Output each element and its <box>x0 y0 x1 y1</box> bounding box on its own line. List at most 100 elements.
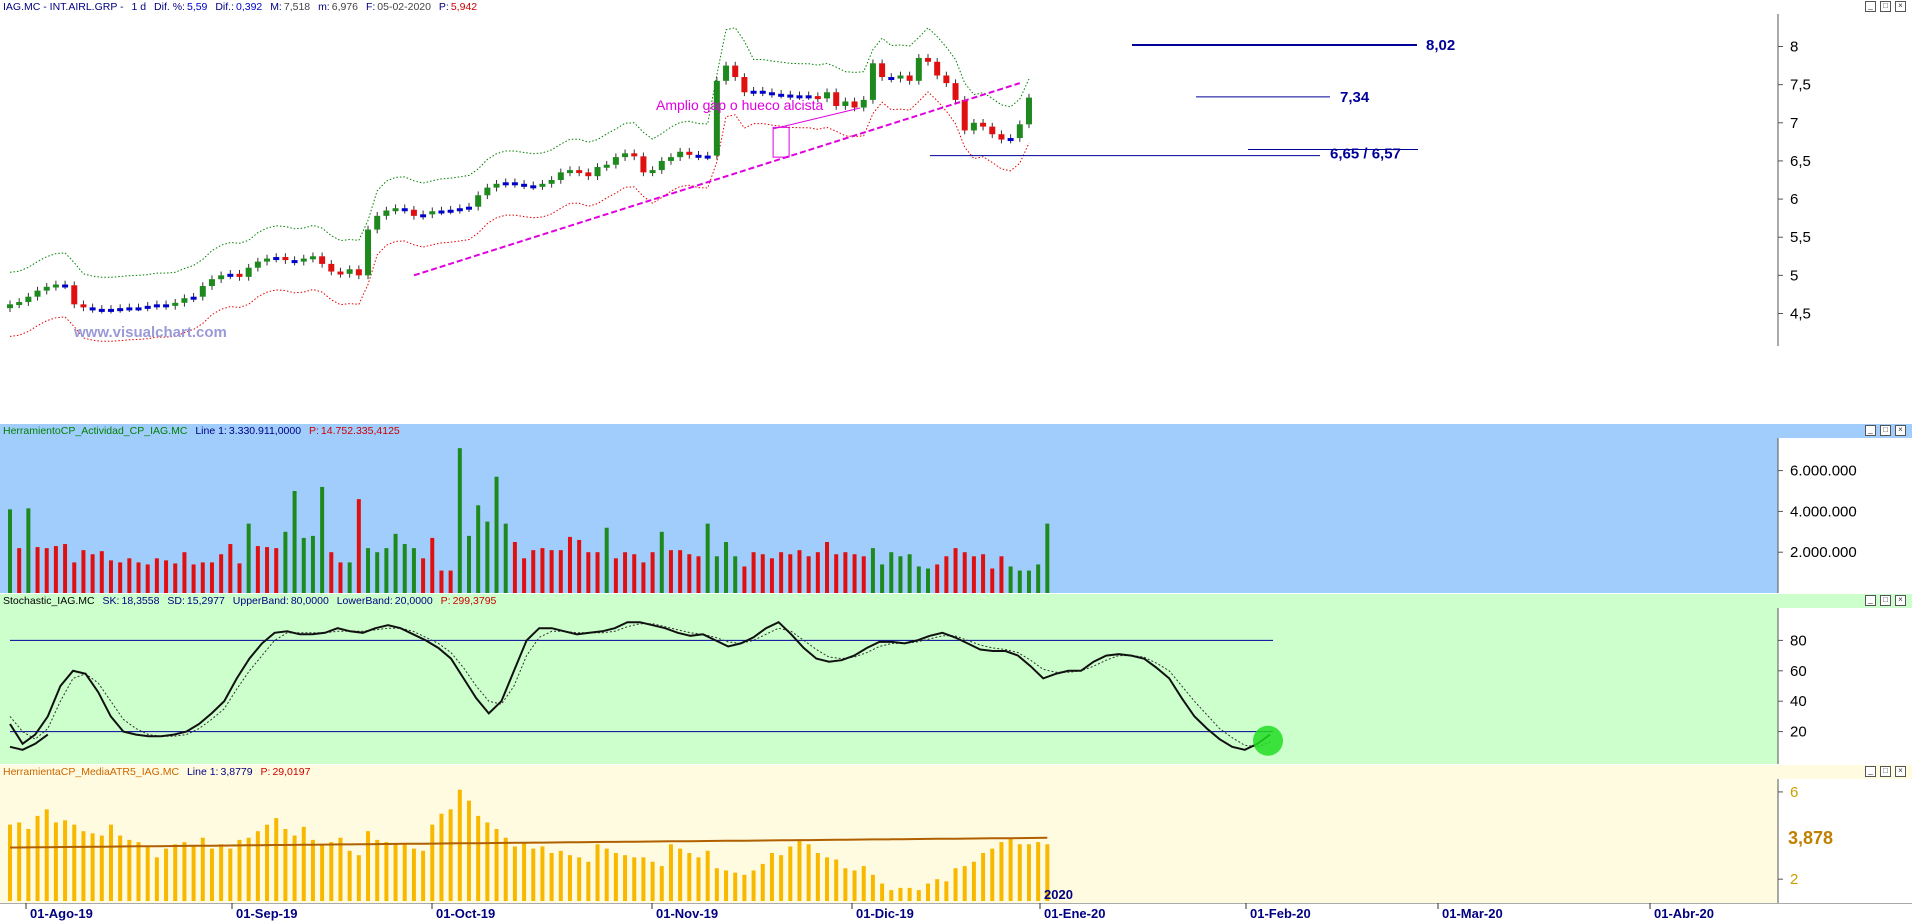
atr-chart[interactable]: 6 2 3,878 2020 <box>0 765 1912 903</box>
volume-bar <box>705 523 710 593</box>
y-tick-label: 5,5 <box>1790 229 1811 246</box>
candle <box>989 126 996 135</box>
volume-bar <box>283 531 288 593</box>
price-header: IAG.MC - INT.AIRL.GRP - 1 d Dif. %: 5,59 … <box>0 0 1912 14</box>
candle <box>245 267 252 277</box>
lb-label: LowerBand: <box>336 595 393 607</box>
candle <box>374 215 381 230</box>
candle <box>43 286 50 291</box>
maximize-icon[interactable]: □ <box>1880 766 1891 777</box>
candle <box>787 94 794 98</box>
candle <box>25 296 32 303</box>
maximize-icon[interactable]: □ <box>1880 1 1891 12</box>
close-icon[interactable]: × <box>1895 766 1906 777</box>
atr-bar <box>26 829 31 901</box>
volume-chart[interactable]: 6.000.000 4.000.000 2.000.000 <box>0 424 1912 593</box>
y-tick-label: 7 <box>1790 115 1798 132</box>
atr-bar <box>916 890 921 901</box>
x-tick-label: 01-Sep-19 <box>236 906 297 921</box>
candle <box>218 275 225 280</box>
candle <box>851 101 858 108</box>
volume-bar <box>26 508 31 593</box>
candle <box>199 286 206 297</box>
ticker-label: IAG.MC - INT.AIRL.GRP - <box>3 1 124 13</box>
candle <box>401 208 408 212</box>
atr-bar <box>448 809 453 901</box>
volume-bar <box>815 552 820 593</box>
volume-bar <box>494 476 499 593</box>
atr-panel: HerramientaCP_MediaATR5_IAG.MC Line 1: 3,… <box>0 765 1912 903</box>
volume-bar <box>375 552 380 593</box>
atr-bar <box>898 887 903 901</box>
volume-bar <box>209 562 214 593</box>
candle <box>649 170 656 174</box>
atr-bar <box>1008 837 1013 901</box>
minimize-icon[interactable]: _ <box>1865 1 1876 12</box>
candle <box>107 308 114 312</box>
volume-bar <box>531 550 536 593</box>
candle <box>759 90 766 94</box>
candle <box>456 208 463 212</box>
atr-bar <box>990 848 995 901</box>
volume-name: HerramientoCP_Actividad_CP_IAG.MC <box>3 425 188 437</box>
volume-window-buttons: _ □ × <box>1865 425 1906 436</box>
atr-bar <box>301 826 306 901</box>
trend-line <box>413 82 1021 277</box>
atr-bar <box>567 855 572 901</box>
candle <box>594 167 601 177</box>
y-tick-label: 60 <box>1790 663 1807 680</box>
y-tick-label: 80 <box>1790 632 1807 649</box>
volume-bar <box>164 560 169 593</box>
volume-bar <box>843 552 848 593</box>
candle <box>658 160 665 171</box>
close-icon[interactable]: × <box>1895 1 1906 12</box>
atr-bar <box>531 848 536 901</box>
volume-bar <box>990 568 995 593</box>
volume-bar <box>81 550 86 593</box>
x-axis-panel: 01-Ago-19 01-Sep-19 01-Oct-19 01-Nov-19 01-D… <box>0 903 1912 922</box>
atr-bar <box>72 824 77 901</box>
atr-bar <box>457 789 462 901</box>
y-tick-label: 4.000.000 <box>1790 503 1857 520</box>
atr-bar <box>623 855 628 901</box>
candle <box>163 304 170 308</box>
atr-bar <box>292 835 297 901</box>
price-chart[interactable]: Amplio gap o hueco alcista 8,02 7,34 6,65 /… <box>0 0 1912 346</box>
minimize-icon[interactable]: _ <box>1865 595 1876 606</box>
volume-bar <box>63 544 68 593</box>
dif-pct-value: 5,59 <box>186 1 208 13</box>
stochastic-chart[interactable]: 80 60 40 20 <box>0 594 1912 764</box>
candle <box>511 182 518 186</box>
volume-p-label: P: <box>309 425 319 437</box>
maximize-icon[interactable]: □ <box>1880 425 1891 436</box>
close-icon[interactable]: × <box>1895 595 1906 606</box>
y-axis-strip <box>1778 608 1912 764</box>
atr-bar <box>512 846 517 901</box>
minimize-icon[interactable]: _ <box>1865 425 1876 436</box>
atr-bar <box>439 813 444 901</box>
volume-bar <box>788 554 793 593</box>
volume-bar <box>825 542 830 593</box>
volume-bar <box>347 562 352 593</box>
volume-bar <box>90 554 95 593</box>
maximize-icon[interactable]: □ <box>1880 595 1891 606</box>
f-label: F: <box>365 1 376 13</box>
x-tick-label: 01-Abr-20 <box>1654 906 1714 921</box>
atr-bar <box>164 848 169 901</box>
volume-bar <box>503 523 508 593</box>
candle <box>667 157 674 161</box>
atr-bar <box>870 874 875 901</box>
atr-bar <box>687 853 692 901</box>
candle <box>7 304 13 309</box>
candle <box>998 134 1005 140</box>
candle <box>557 172 564 180</box>
atr-bar <box>522 842 527 901</box>
minimize-icon[interactable]: _ <box>1865 766 1876 777</box>
atr-bar <box>1045 844 1050 901</box>
x-tick-label: 01-Dic-19 <box>856 906 914 921</box>
close-icon[interactable]: × <box>1895 425 1906 436</box>
y-tick-label: 20 <box>1790 724 1807 741</box>
candle <box>943 75 950 84</box>
atr-bar <box>402 844 407 901</box>
candle <box>1007 138 1014 142</box>
